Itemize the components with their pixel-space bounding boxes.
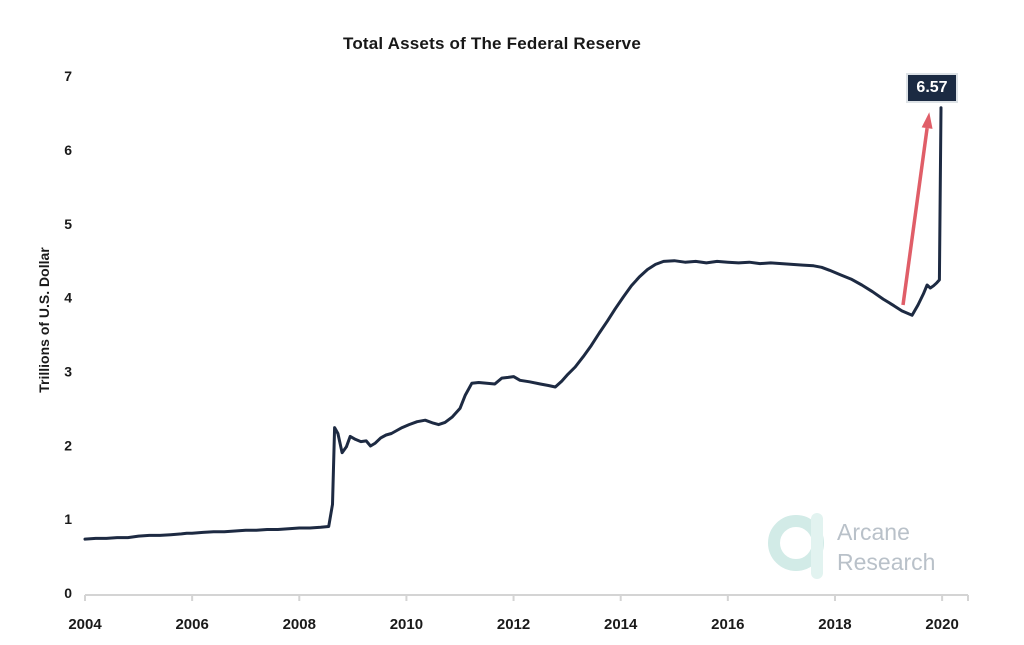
watermark-line2: Research <box>837 549 936 575</box>
data-line <box>83 106 943 541</box>
x-tick-label: 2008 <box>283 616 316 633</box>
y-tick-label: 3 <box>64 363 72 379</box>
logo-stem <box>811 513 823 579</box>
y-tick-label: 7 <box>64 68 72 84</box>
y-tick-label: 5 <box>64 216 72 232</box>
x-tick-label: 2016 <box>711 616 744 633</box>
x-tick-label: 2012 <box>497 616 530 633</box>
x-tick-label: 2014 <box>604 616 638 633</box>
annotation-arrow-line <box>901 127 929 306</box>
y-tick-label: 4 <box>64 290 72 306</box>
x-tick-label: 2010 <box>390 616 423 633</box>
chart-title: Total Assets of The Federal Reserve <box>343 34 641 53</box>
y-tick-label: 0 <box>64 585 72 601</box>
x-tick-label: 2020 <box>925 616 958 633</box>
value-callout: 6.57 <box>906 73 958 103</box>
x-tick-label: 2006 <box>175 616 208 633</box>
y-tick-label: 6 <box>64 142 72 158</box>
watermark-text: Arcane Research <box>837 517 935 577</box>
annotation-arrowhead <box>921 112 933 129</box>
watermark-logo: Arcane Research <box>768 513 935 579</box>
y-tick-label: 2 <box>64 437 72 453</box>
watermark-line1: Arcane <box>837 519 910 545</box>
y-tick-label: 1 <box>64 511 72 527</box>
x-tick-label: 2018 <box>818 616 851 633</box>
arcane-logo-icon <box>768 513 824 579</box>
x-tick-label: 2004 <box>68 616 102 633</box>
